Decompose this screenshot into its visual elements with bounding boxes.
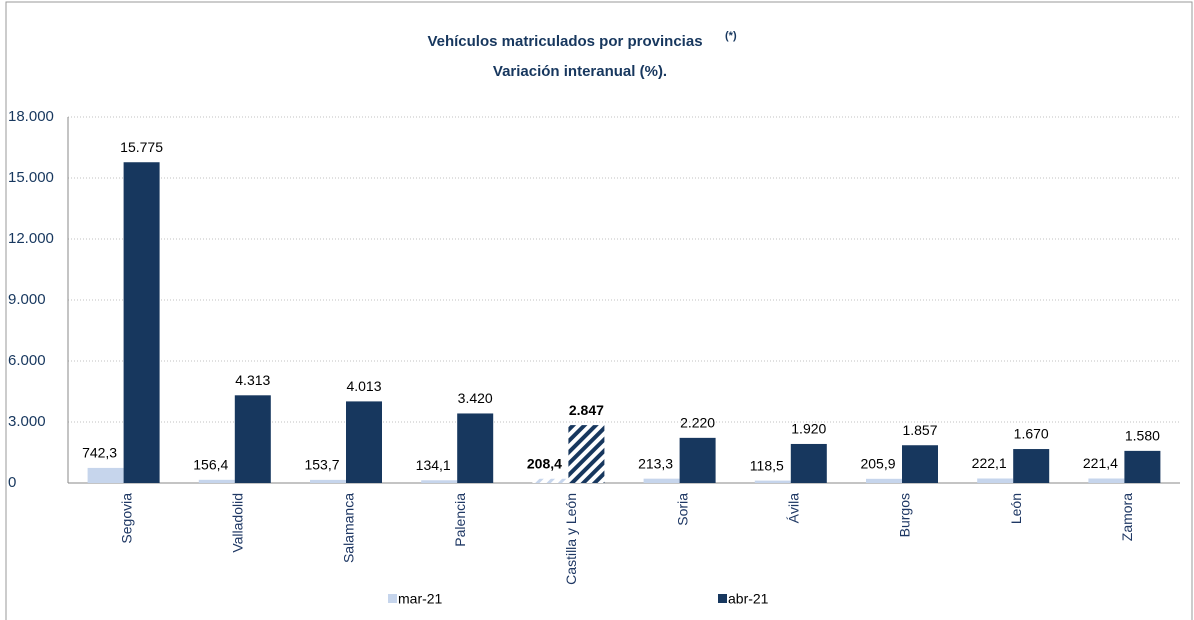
value-label: 3.420 [458, 390, 493, 406]
value-label: 205,9 [860, 456, 895, 472]
value-label: 221,4 [1083, 455, 1118, 471]
bar [1088, 478, 1125, 483]
bar [790, 443, 827, 483]
bar [902, 445, 938, 483]
value-label: 118,5 [750, 457, 784, 473]
value-label: 4.313 [235, 372, 270, 388]
value-label: 153,7 [304, 457, 339, 473]
bar [1013, 449, 1050, 483]
bar [346, 401, 382, 483]
value-label: 2.847 [569, 402, 604, 418]
value-label: 134,1 [416, 457, 451, 473]
x-tick-label: Castilla y León [563, 493, 579, 585]
value-label: 1.580 [1125, 428, 1160, 444]
chart-title: Vehículos matriculados por provincias [427, 33, 702, 50]
bar [310, 479, 346, 483]
value-label: 742,3 [82, 445, 117, 461]
value-label: 213,3 [638, 455, 673, 471]
x-tick-label: Ávila [786, 493, 802, 524]
bar [457, 413, 494, 483]
bar [643, 478, 680, 483]
value-label: 15.775 [120, 139, 163, 155]
bar [568, 425, 605, 483]
legend-swatch [388, 594, 397, 603]
x-tick-label: Burgos [897, 493, 913, 537]
x-tick-label: Palencia [452, 493, 468, 547]
chart-border [5, 1, 1193, 620]
title-note: (*) [725, 30, 737, 42]
value-label: 156,4 [193, 457, 228, 473]
bar [977, 478, 1014, 483]
value-label: 1.857 [902, 422, 937, 438]
value-label: 1.670 [1014, 426, 1049, 442]
bar [754, 480, 791, 483]
bar [679, 437, 716, 483]
bar [532, 478, 569, 483]
y-tick-label: 3.000 [8, 413, 46, 430]
bar [234, 395, 271, 483]
bar [866, 478, 902, 483]
x-tick-label: Salamanca [341, 493, 357, 563]
y-tick-label: 9.000 [8, 291, 46, 308]
value-label: 4.013 [346, 378, 381, 394]
legend-label: mar-21 [398, 591, 443, 607]
bar [87, 467, 124, 483]
bar [198, 479, 235, 483]
bar [421, 480, 458, 483]
x-tick-label: Zamora [1119, 493, 1135, 541]
legend-label: abr-21 [728, 591, 769, 607]
x-tick-label: Segovia [118, 493, 134, 544]
bar [1124, 450, 1161, 483]
bar [123, 162, 160, 483]
y-tick-label: 12.000 [8, 230, 54, 247]
y-tick-label: 18.000 [8, 108, 54, 125]
legend-swatch [718, 594, 727, 603]
x-tick-label: León [1008, 493, 1024, 524]
chart-subtitle: Variación interanual (%). [493, 63, 667, 80]
value-label: 222,1 [972, 455, 1007, 471]
value-label: 1.920 [791, 421, 826, 437]
x-tick-label: Soria [674, 493, 690, 526]
x-tick-label: Valladolid [230, 493, 246, 553]
value-label: 208,4 [527, 455, 562, 471]
y-tick-label: 15.000 [8, 169, 54, 186]
y-tick-label: 6.000 [8, 352, 46, 369]
value-label: 2.220 [680, 415, 715, 431]
y-tick-label: 0 [8, 474, 16, 491]
